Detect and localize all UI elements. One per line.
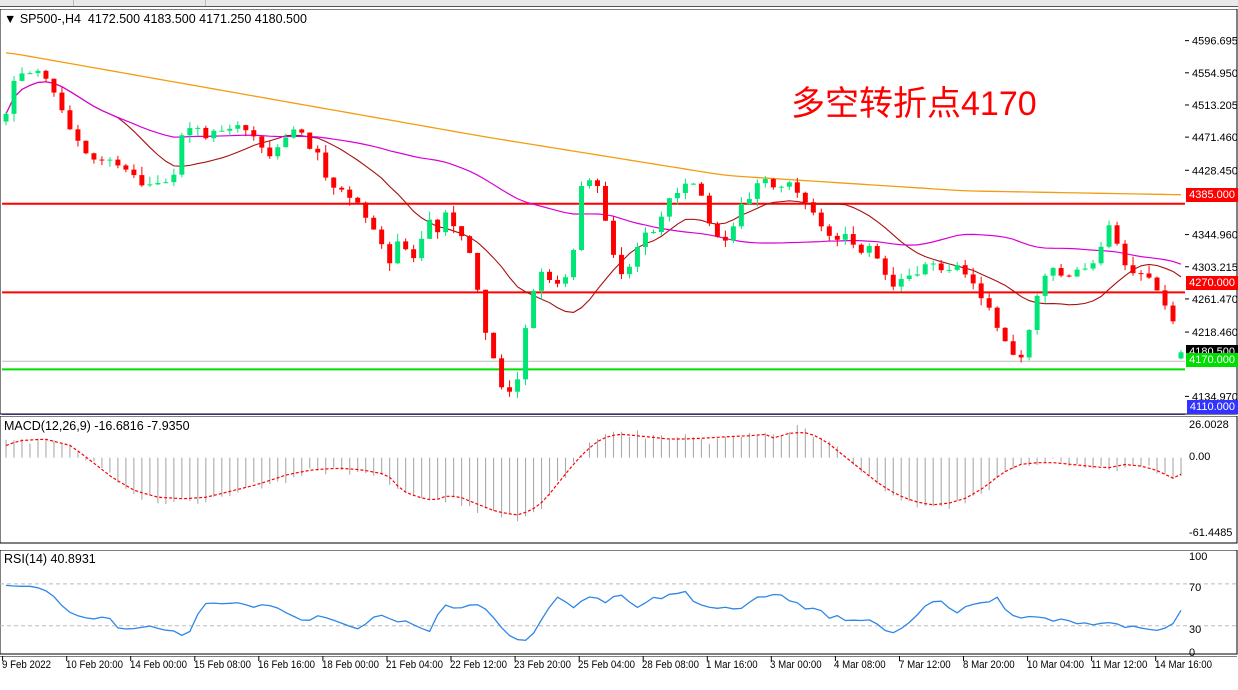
svg-text:4471.460: 4471.460 [1192, 132, 1238, 144]
svg-text:4344.960: 4344.960 [1192, 230, 1238, 242]
svg-text:4218.460: 4218.460 [1192, 327, 1238, 339]
svg-text:4261.470: 4261.470 [1192, 294, 1238, 306]
svg-text:4428.450: 4428.450 [1192, 165, 1238, 177]
svg-text:4303.215: 4303.215 [1192, 262, 1238, 274]
svg-text:4554.950: 4554.950 [1192, 68, 1238, 80]
svg-text:4513.205: 4513.205 [1192, 100, 1238, 112]
svg-text:4596.695: 4596.695 [1192, 36, 1238, 48]
